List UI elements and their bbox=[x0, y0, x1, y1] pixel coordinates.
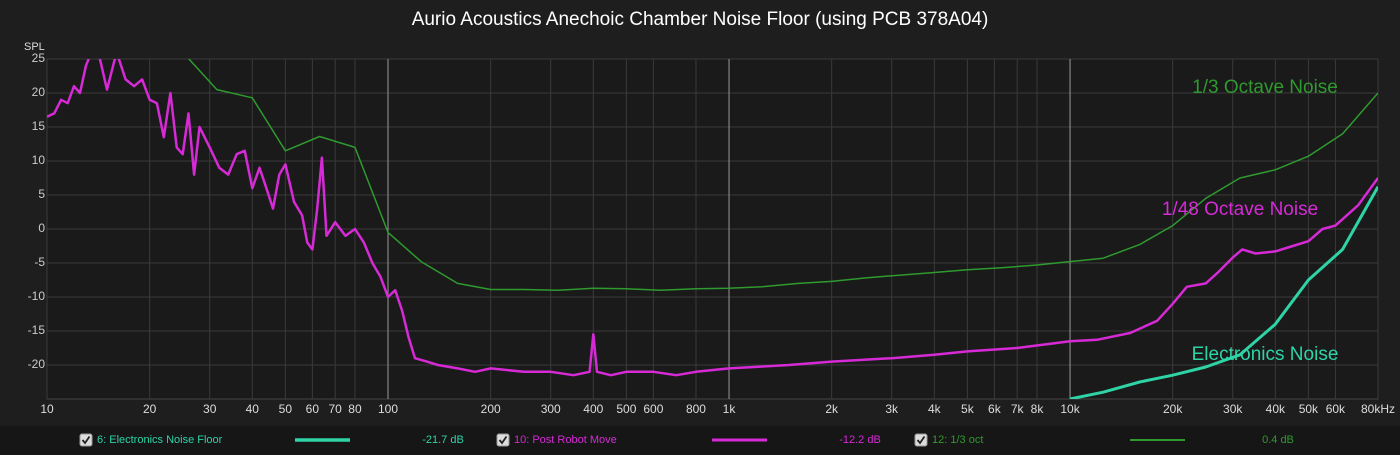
x-tick-label: 20 bbox=[143, 402, 157, 416]
y-tick-label: 20 bbox=[32, 85, 46, 99]
series-line bbox=[1069, 186, 1378, 399]
x-tick-label: 10 bbox=[40, 402, 54, 416]
x-tick-label: 8k bbox=[1031, 402, 1045, 416]
checkmark bbox=[498, 435, 508, 445]
x-tick-label: 40 bbox=[246, 402, 260, 416]
x-tick-label: 4k bbox=[928, 402, 942, 416]
x-tick-label: 80kHz bbox=[1361, 402, 1395, 416]
x-tick-label: 50k bbox=[1299, 402, 1319, 416]
series-line bbox=[47, 59, 1378, 377]
checkmark bbox=[81, 435, 91, 445]
x-tick-label: 60 bbox=[306, 402, 320, 416]
x-tick-label: 40k bbox=[1266, 402, 1286, 416]
series-line bbox=[187, 59, 1378, 291]
x-tick-label: 20k bbox=[1163, 402, 1183, 416]
series-annotation: 1/48 Octave Noise bbox=[1162, 199, 1318, 220]
x-tick-label: 500 bbox=[616, 402, 636, 416]
x-tick-label: 100 bbox=[378, 402, 398, 416]
series-annotation: 1/3 Octave Noise bbox=[1192, 77, 1338, 98]
y-tick-label: 5 bbox=[38, 187, 45, 201]
x-tick-label: 70 bbox=[329, 402, 343, 416]
x-tick-label: 30 bbox=[203, 402, 217, 416]
x-tick-label: 60k bbox=[1326, 402, 1346, 416]
x-tick-label: 10k bbox=[1060, 402, 1080, 416]
x-tick-label: 50 bbox=[279, 402, 293, 416]
legend-label: 12: 1/3 oct bbox=[932, 434, 983, 446]
x-tick-label: 300 bbox=[541, 402, 561, 416]
x-tick-label: 600 bbox=[643, 402, 663, 416]
y-tick-label: 0 bbox=[38, 221, 45, 235]
y-tick-label: -5 bbox=[34, 255, 45, 269]
checkmark bbox=[916, 435, 926, 445]
y-tick-label: -15 bbox=[28, 323, 46, 337]
y-tick-label: 15 bbox=[32, 119, 46, 133]
x-tick-label: 800 bbox=[686, 402, 706, 416]
x-tick-label: 7k bbox=[1011, 402, 1025, 416]
x-tick-label: 3k bbox=[885, 402, 899, 416]
legend-readout: -21.7 dB bbox=[422, 434, 464, 446]
legend-label: 6: Electronics Noise Floor bbox=[97, 434, 223, 446]
chart-title: Aurio Acoustics Anechoic Chamber Noise F… bbox=[412, 9, 989, 30]
legend-label: 10: Post Robot Move bbox=[514, 434, 617, 446]
x-tick-label: 400 bbox=[583, 402, 603, 416]
x-tick-label: 2k bbox=[825, 402, 839, 416]
y-tick-label: -20 bbox=[28, 357, 46, 371]
y-tick-label: 25 bbox=[32, 51, 46, 65]
y-axis-label: SPL bbox=[24, 41, 45, 53]
x-tick-label: 80 bbox=[348, 402, 362, 416]
x-tick-label: 1k bbox=[723, 402, 737, 416]
legend-readout: -12.2 dB bbox=[839, 434, 881, 446]
x-tick-label: 30k bbox=[1223, 402, 1243, 416]
x-tick-label: 5k bbox=[961, 402, 975, 416]
series-annotation: Electronics Noise bbox=[1192, 344, 1339, 365]
x-tick-label: 6k bbox=[988, 402, 1002, 416]
plot-lines bbox=[47, 59, 1378, 399]
y-tick-label: -10 bbox=[28, 289, 46, 303]
y-tick-label: 10 bbox=[32, 153, 46, 167]
x-tick-label: 200 bbox=[481, 402, 501, 416]
legend-readout: 0.4 dB bbox=[1262, 434, 1294, 446]
